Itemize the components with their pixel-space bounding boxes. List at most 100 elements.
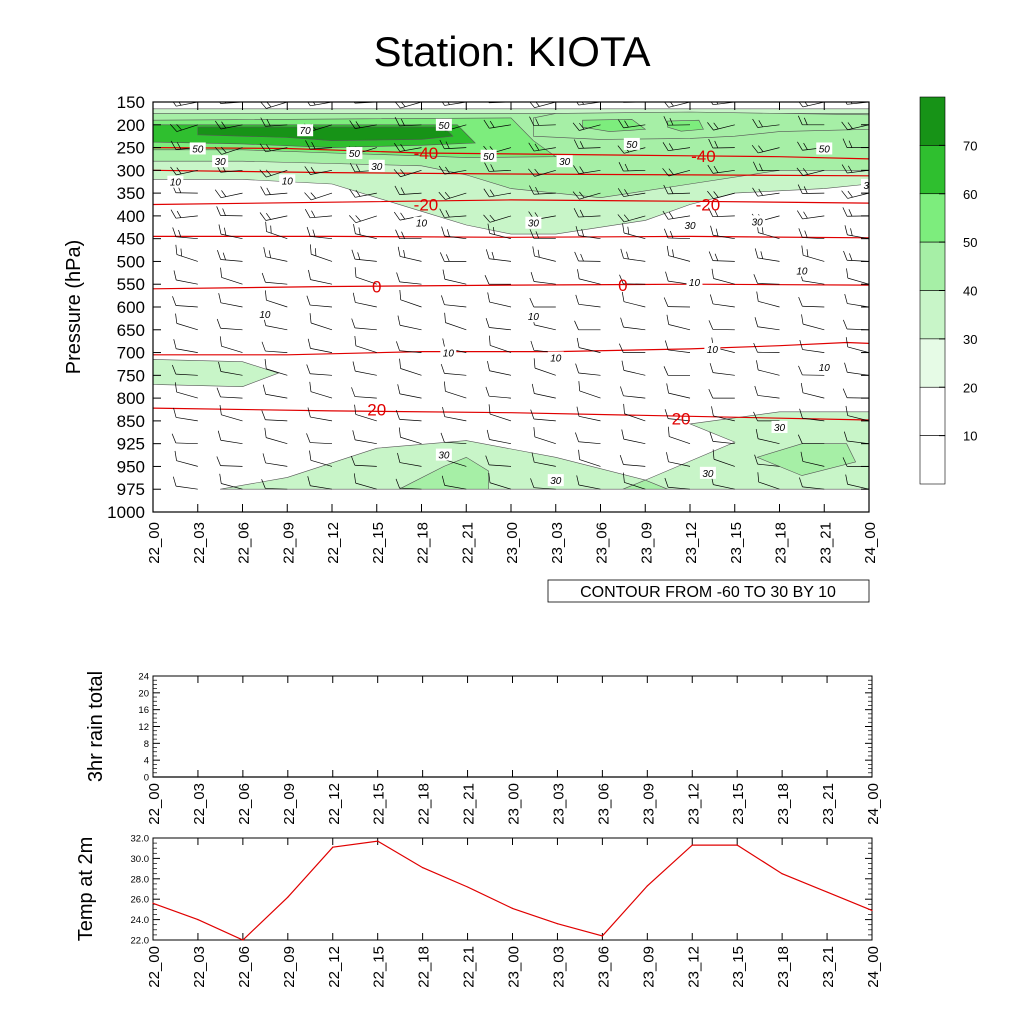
wind-barb [173,407,198,422]
wind-speed-label: 30 [525,216,542,230]
wind-barb [352,361,377,376]
wind-barb [708,388,735,399]
temperature-label: 0 [618,276,627,295]
wind-barb [529,229,556,240]
wind-barb [441,475,467,490]
wind-barb [575,363,601,376]
wind-barb [486,429,512,445]
wind-barb [171,433,198,445]
y-tick-label: 650 [117,321,145,340]
wind-barb [483,214,512,223]
x-tick-label: 23_21 [817,522,834,564]
wind-barb [349,120,377,129]
wind-barb [622,223,646,240]
x-tick-label: 22_03 [191,522,208,564]
wind-barb [261,410,288,422]
wind-barb [753,343,780,353]
wind-barb [574,251,601,262]
wind-speed-label: 10 [547,351,564,365]
wind-barb [844,362,869,376]
wind-barb [170,124,198,132]
wind-barb [572,122,601,131]
x-tick-label: 23_12 [683,522,700,564]
wind-barb [712,449,735,467]
wind-barb [306,295,333,308]
wind-barb [573,208,601,218]
wind-barb [440,432,467,445]
colorbar-box [919,338,946,388]
wind-barb [800,383,825,399]
wind-barb [485,455,512,467]
wind-barb [396,272,422,285]
y-tick-label: 700 [117,344,145,363]
wind-barb [485,249,512,262]
temperature-point [781,873,783,875]
wind-barb [444,312,467,331]
wind-barb [304,166,333,175]
x-tick-label: 23_03 [549,522,566,564]
wind-speed-label-text: 50 [626,140,638,151]
y-tick-label: 450 [117,230,145,249]
y-axis-label: 3hr rain total [85,671,107,782]
wind-speed-label: 10 [440,346,457,360]
wind-barb [576,337,601,353]
wind-barb [214,146,243,155]
x-tick-label: 22_18 [415,522,432,564]
wind-barb [352,430,377,445]
x-tick-label: 23_00 [504,522,521,564]
wind-barbs [153,102,869,490]
colorbar-box [919,145,946,195]
colorbar-label: 30 [963,332,977,347]
chart-title: Station: KIOTA [373,28,651,75]
wind-barb [394,117,422,127]
rain-panel: 0 4 8 12 16 20 24 22_00 22_03 22_06 22_09 22_12 22_1… [85,671,882,825]
wind-speed-label: 50 [480,149,497,163]
wind-barb [708,138,735,149]
y-tick-label: 925 [117,435,145,454]
y-tick-label: 850 [117,412,145,431]
wind-barb [306,226,333,240]
plot-frame [152,837,873,941]
wind-speed-label: 10 [686,275,703,289]
wind-barb [662,102,691,108]
wind-barb [353,473,377,490]
wind-barb [261,272,288,285]
y-tick-label: 26.0 [131,895,150,906]
wind-barb [528,168,556,177]
wind-barb [354,404,377,422]
wind-barb [175,313,198,331]
wind-barb [399,289,422,308]
wind-barb [618,119,646,129]
wind-barb [798,228,825,240]
wind-barb [260,117,288,127]
x-tick-label: 22_03 [191,946,208,988]
y-axis-label: Temp at 2m [75,837,97,941]
wind-barb [487,292,512,308]
wind-barb [218,293,243,308]
wind-speed-label-text: 10 [550,354,562,365]
wind-barb [667,426,691,445]
temperature-label: -20 [696,196,721,215]
colorbar-box [919,241,946,291]
wind-barb [797,210,825,220]
wind-barb [220,267,243,285]
wind-barb [261,479,288,490]
wind-barb [754,317,780,331]
wind-barb [666,314,691,331]
y-tick-label: 800 [117,389,145,408]
y-tick-label: 16 [138,705,149,716]
wind-speed-label-text: 30 [528,219,540,230]
wind-barb [218,224,243,240]
wind-barb [309,381,333,399]
x-tick-label: 24_00 [865,946,882,988]
wind-barb [619,455,646,467]
wind-speed-label: 50 [623,137,640,151]
colorbar-box [919,290,946,340]
x-tick-label: 23_18 [773,522,790,564]
rain-point [422,776,424,778]
wind-barb [665,271,691,285]
x-tick-label: 22_15 [371,783,388,825]
wind-barb [397,315,422,331]
wind-barb [753,411,780,422]
x-tick-label: 22_15 [370,522,387,564]
